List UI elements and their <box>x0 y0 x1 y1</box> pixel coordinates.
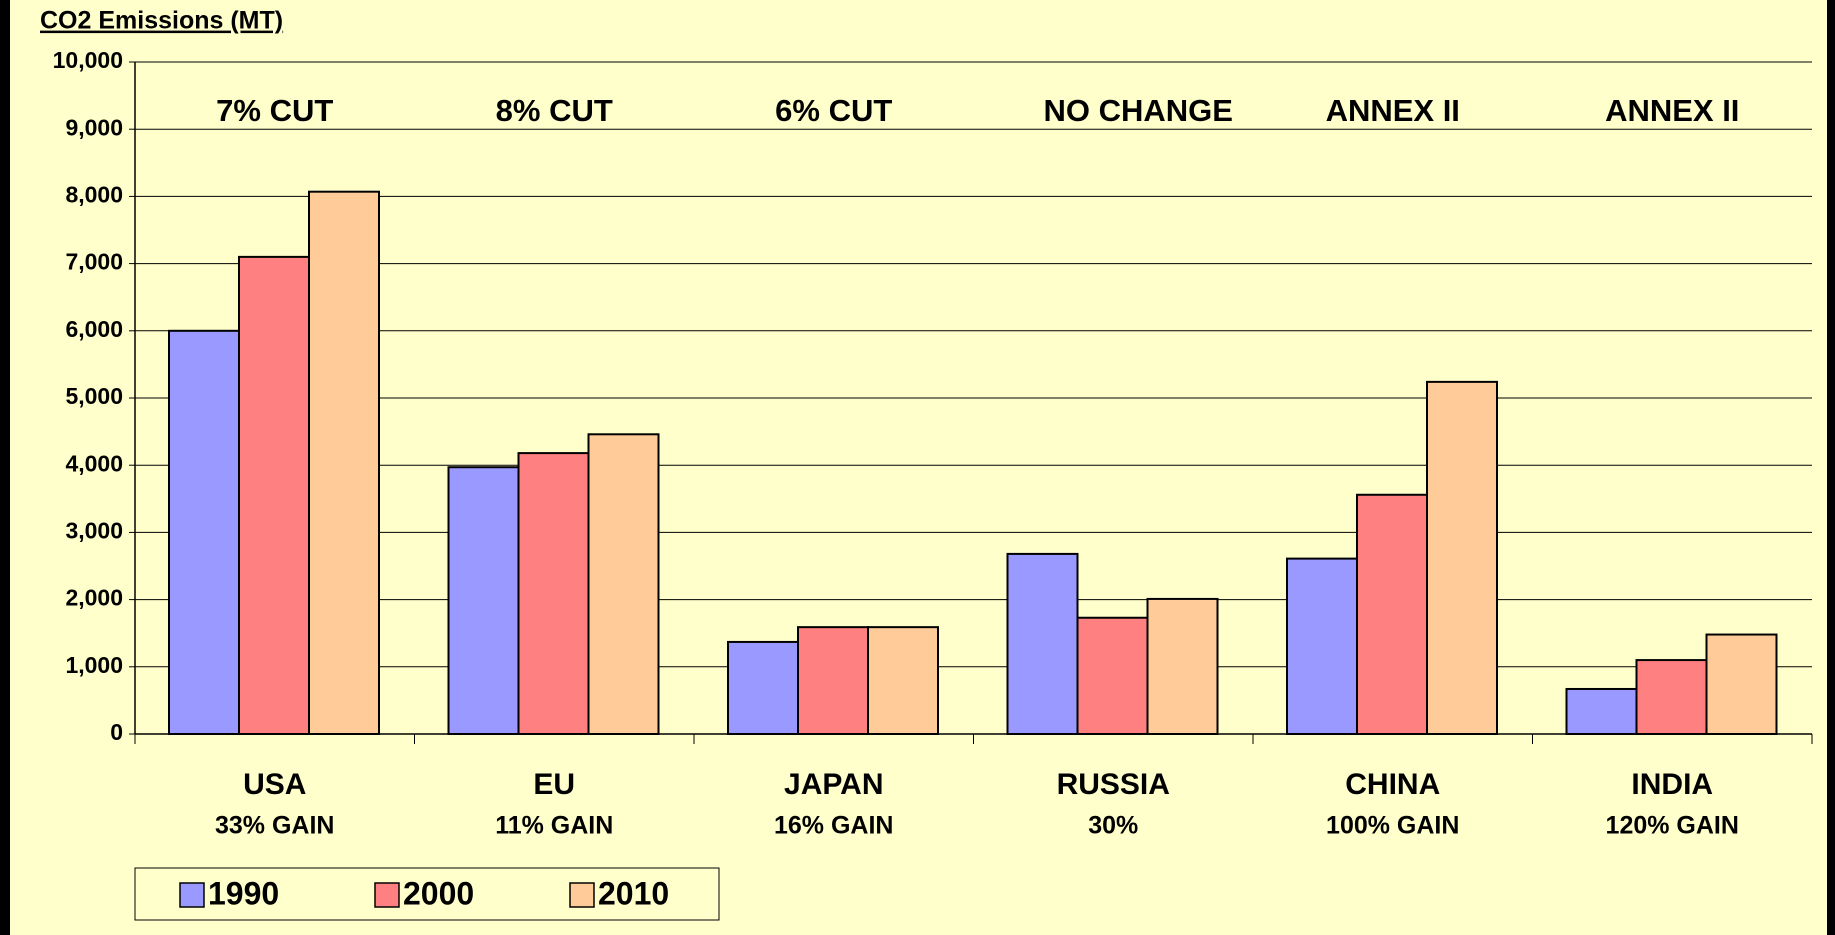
annotation: ANNEX II <box>1605 93 1739 128</box>
bar <box>308 190 380 736</box>
legend-box <box>134 867 720 921</box>
y-tick-label: 3,000 <box>65 517 123 543</box>
y-tick-label: 5,000 <box>65 383 123 409</box>
x-sub-label: 16% GAIN <box>774 812 893 840</box>
bar <box>517 452 590 735</box>
bar <box>867 626 939 735</box>
y-tick-label: 1,000 <box>65 652 123 678</box>
y-tick-label: 9,000 <box>65 114 123 140</box>
bar <box>587 433 660 735</box>
bar <box>727 640 799 735</box>
chart-title: CO2 Emissions (MT) <box>40 7 283 35</box>
bar <box>1705 633 1778 736</box>
y-tick-label: 10,000 <box>53 47 123 73</box>
bar <box>1076 616 1149 736</box>
annotation: ANNEX II <box>1326 93 1460 128</box>
y-tick-label: 6,000 <box>65 316 123 342</box>
annotation: NO CHANGE <box>1044 93 1233 128</box>
x-tick-label: JAPAN <box>784 768 883 801</box>
bar <box>447 466 520 735</box>
annotation: 6% CUT <box>775 93 892 128</box>
x-sub-label: 100% GAIN <box>1326 812 1459 840</box>
bar <box>168 329 240 735</box>
x-sub-label: 33% GAIN <box>215 812 334 840</box>
bar <box>1146 597 1219 735</box>
x-tick-label: USA <box>243 768 306 801</box>
y-tick-label: 4,000 <box>65 450 123 476</box>
y-tick-label: 0 <box>110 719 123 745</box>
legend-label: 2010 <box>598 875 669 911</box>
legend-swatch <box>374 882 400 908</box>
x-sub-label: 30% <box>1088 812 1138 840</box>
bar <box>1426 380 1498 735</box>
legend-label: 1990 <box>208 875 279 911</box>
legend-swatch <box>179 882 205 908</box>
y-tick-label: 7,000 <box>65 249 123 275</box>
x-tick-label: CHINA <box>1345 768 1440 801</box>
x-sub-label: 11% GAIN <box>495 812 613 840</box>
bar <box>1565 687 1638 736</box>
legend-label: 2000 <box>403 875 474 911</box>
bar <box>797 626 869 735</box>
bar <box>1006 552 1079 735</box>
bar <box>238 255 310 735</box>
x-sub-label: 120% GAIN <box>1606 812 1739 840</box>
bar <box>1286 557 1358 735</box>
bar <box>1635 659 1708 736</box>
annotation: 8% CUT <box>496 93 613 128</box>
legend-swatch <box>569 882 595 908</box>
annotation: 7% CUT <box>216 93 333 128</box>
y-tick-label: 8,000 <box>65 181 123 207</box>
x-tick-label: INDIA <box>1631 768 1713 801</box>
y-tick-label: 2,000 <box>65 585 123 611</box>
x-tick-label: EU <box>533 768 575 801</box>
bar <box>1356 493 1428 735</box>
x-tick-label: RUSSIA <box>1057 768 1170 801</box>
